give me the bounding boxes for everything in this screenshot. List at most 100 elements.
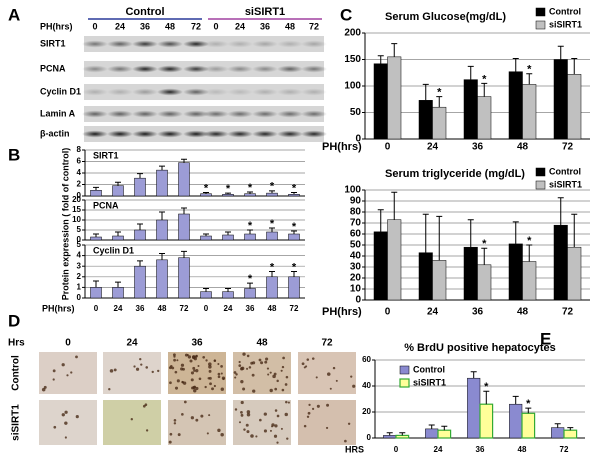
error-bar xyxy=(467,219,474,248)
x-tick-label: 36 xyxy=(472,307,484,318)
blot-row-label: β-actin xyxy=(40,128,70,138)
y-tick-label: 150 xyxy=(344,54,361,65)
x-tick-label: 48 xyxy=(517,142,529,153)
bar xyxy=(477,96,492,140)
significance-marker: * xyxy=(482,73,487,85)
stained-nucleus xyxy=(217,372,221,376)
error-bar xyxy=(512,57,519,72)
micrograph xyxy=(103,352,161,394)
blot-band xyxy=(132,88,158,96)
y-tick-label: 100 xyxy=(344,81,361,92)
stained-nucleus xyxy=(246,413,251,417)
stained-nucleus xyxy=(240,380,244,384)
stained-nucleus xyxy=(303,424,307,428)
stained-nucleus xyxy=(53,425,57,429)
blot-band xyxy=(301,110,327,118)
stained-nucleus xyxy=(206,432,209,435)
significance-marker: * xyxy=(270,261,275,273)
bar xyxy=(266,231,278,241)
bar xyxy=(522,261,537,301)
error-bar xyxy=(269,227,275,232)
error-bar xyxy=(269,190,275,194)
error-bar xyxy=(291,230,297,234)
bar xyxy=(244,233,256,241)
y-tick-label: 20 xyxy=(362,407,371,416)
significance-marker: * xyxy=(437,87,442,99)
significance-marker: * xyxy=(484,381,489,393)
y-tick-label: 90 xyxy=(350,196,362,207)
stained-nucleus xyxy=(169,432,173,436)
bar xyxy=(432,260,447,301)
significance-marker: * xyxy=(270,218,275,230)
stained-nucleus xyxy=(75,355,78,359)
x-tick-label: 36 xyxy=(246,304,255,313)
legend-label: Control xyxy=(549,166,581,176)
blot-row-label: Cyclin D1 xyxy=(40,86,81,96)
stained-nucleus xyxy=(181,413,184,416)
blot-band xyxy=(107,88,133,96)
stained-nucleus xyxy=(307,411,311,415)
stained-nucleus xyxy=(347,422,351,425)
stained-nucleus xyxy=(326,403,330,407)
x-tick-label: 0 xyxy=(385,307,391,318)
bar xyxy=(200,291,212,299)
bar xyxy=(567,74,582,140)
bar xyxy=(156,219,168,241)
bar xyxy=(112,185,124,197)
error-bar xyxy=(93,280,99,288)
stained-nucleus xyxy=(240,411,243,414)
lane-label: 48 xyxy=(285,21,295,31)
stained-nucleus xyxy=(251,373,255,377)
bar xyxy=(509,403,523,439)
error-bar xyxy=(422,83,429,101)
micrograph xyxy=(39,400,97,445)
error-bar xyxy=(181,158,187,163)
y-tick-label: 4 xyxy=(77,168,82,177)
stained-nucleus xyxy=(64,421,68,425)
stained-nucleus xyxy=(240,413,244,417)
blot-band xyxy=(227,130,253,138)
chart-title: SIRT1 xyxy=(93,150,119,160)
stained-nucleus xyxy=(263,412,267,416)
stained-nucleus xyxy=(240,400,244,405)
stained-nucleus xyxy=(332,366,336,370)
stained-nucleus xyxy=(274,424,278,428)
stained-nucleus xyxy=(240,366,245,371)
blot-band xyxy=(277,65,303,73)
micrograph xyxy=(103,400,161,445)
bar xyxy=(508,243,523,301)
blot-band xyxy=(132,130,158,138)
significance-marker: * xyxy=(248,182,253,194)
y-tick-label: 5 xyxy=(77,240,82,249)
error-bar xyxy=(567,427,574,431)
stained-nucleus xyxy=(195,386,199,390)
significance-marker: * xyxy=(292,182,297,194)
stained-nucleus xyxy=(190,378,194,382)
legend-label: siSIRT1 xyxy=(549,19,582,29)
blot-band xyxy=(252,40,278,48)
stained-nucleus xyxy=(282,356,285,360)
error-bar xyxy=(377,55,384,64)
bar xyxy=(432,106,447,140)
stained-nucleus xyxy=(64,436,67,439)
blot-band xyxy=(252,88,278,96)
blot-band xyxy=(157,40,183,48)
stained-nucleus xyxy=(140,363,143,366)
error-bar xyxy=(247,191,253,194)
chart-title: Serum triglyceride (mg/dL) xyxy=(385,168,525,180)
stained-nucleus xyxy=(248,366,252,369)
error-bar xyxy=(137,260,143,267)
stained-nucleus xyxy=(238,364,242,367)
error-bar xyxy=(291,192,297,195)
bar xyxy=(178,213,190,241)
stained-nucleus xyxy=(213,359,217,363)
y-tick-label: 0 xyxy=(77,293,82,302)
micrograph xyxy=(298,400,356,445)
stained-nucleus xyxy=(195,355,198,358)
panel-letter: E xyxy=(540,329,551,348)
y-tick-label: 4 xyxy=(77,251,82,260)
stained-nucleus xyxy=(301,362,305,366)
bar xyxy=(387,219,402,301)
significance-marker: * xyxy=(482,238,487,250)
stained-nucleus xyxy=(252,389,256,393)
